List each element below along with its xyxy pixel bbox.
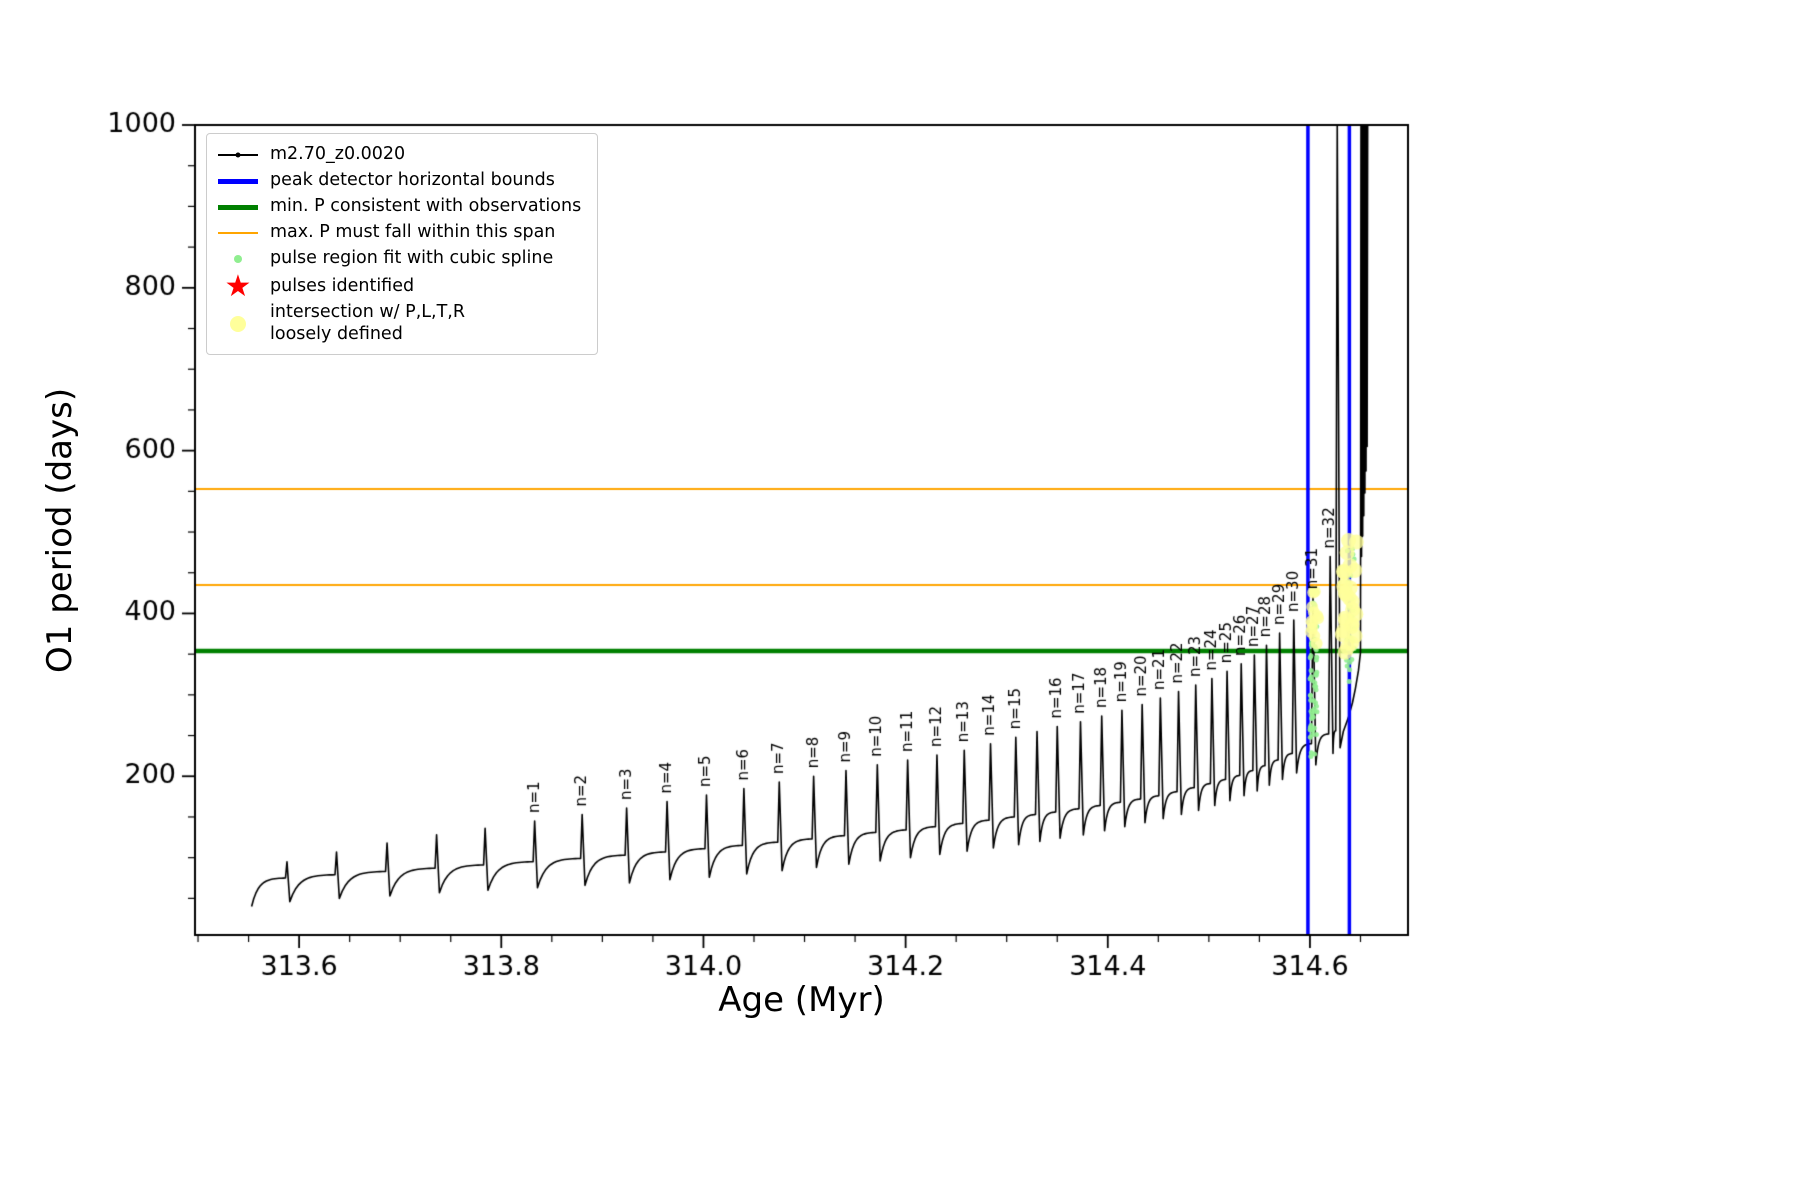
series-line-icon (217, 152, 259, 158)
legend-item: min. P consistent with observations (217, 194, 581, 220)
legend-label: min. P consistent with observations (270, 196, 582, 217)
red-star-icon: ★ (224, 269, 252, 304)
green-line-icon (217, 204, 259, 210)
legend-label: max. P must fall within this span (270, 222, 556, 243)
legend-label: peak detector horizontal bounds (270, 170, 555, 191)
yellow-dot-icon (217, 315, 259, 332)
blue-line-icon (217, 178, 259, 184)
legend-label: pulse region fit with cubic spline (270, 248, 554, 269)
legend-item: ★ pulses identified (217, 272, 581, 302)
legend-item: peak detector horizontal bounds (217, 168, 581, 194)
orange-line-icon (217, 232, 259, 234)
legend-item: pulse region fit with cubic spline (217, 246, 581, 272)
green-dot-icon (217, 255, 259, 263)
legend-label: pulses identified (270, 276, 415, 297)
legend-item: intersection w/ P,L,T,R loosely defined (217, 302, 581, 346)
legend-label: m2.70_z0.0020 (270, 144, 406, 165)
legend-label: intersection w/ P,L,T,R loosely defined (270, 302, 465, 344)
legend-item: m2.70_z0.0020 (217, 142, 581, 168)
y-axis-label: O1 period (days) (40, 387, 80, 673)
legend-item: max. P must fall within this span (217, 220, 581, 246)
x-axis-label: Age (Myr) (718, 980, 885, 1020)
